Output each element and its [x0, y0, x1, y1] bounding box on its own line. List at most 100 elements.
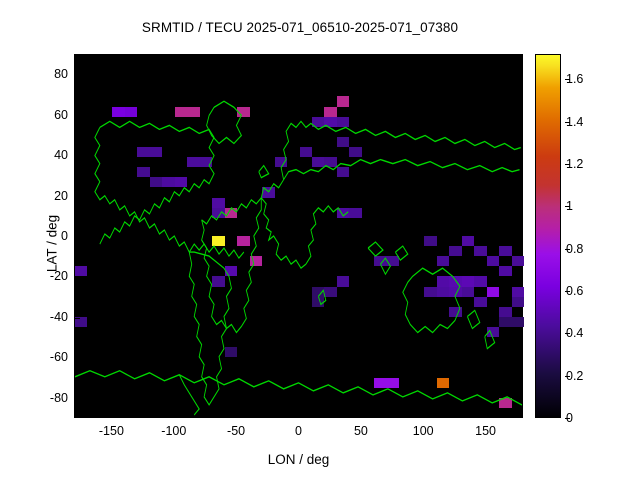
- heatmap-plot-area: [74, 54, 524, 418]
- heatmap-cell: [349, 207, 362, 218]
- heatmap-cell: [149, 147, 163, 158]
- heatmap-cell: [162, 177, 175, 188]
- heatmap-cell: [274, 157, 288, 168]
- y-tick-label: 40: [54, 148, 68, 163]
- heatmap-cells-layer: [75, 55, 524, 417]
- y-tick-mark: [75, 156, 80, 158]
- coastline-layer: [75, 100, 522, 416]
- heatmap-cell: [187, 106, 200, 117]
- heatmap-cell: [311, 116, 325, 127]
- y-tick-label: 80: [54, 67, 68, 82]
- heatmap-cell: [499, 246, 512, 257]
- heatmap-cell: [149, 177, 163, 188]
- heatmap-cell: [336, 276, 350, 287]
- heatmap-cell: [324, 116, 337, 127]
- heatmap-cell: [237, 235, 250, 247]
- colorbar-tick-mark: [565, 121, 570, 123]
- heatmap-cell: [75, 266, 88, 277]
- heatmap-cell: [212, 235, 225, 247]
- y-tick-label: -40: [49, 309, 68, 324]
- heatmap-cell: [124, 106, 138, 117]
- heatmap-cell: [461, 286, 475, 297]
- heatmap-cell: [299, 147, 312, 158]
- x-tick-label: -50: [227, 424, 246, 438]
- heatmap-cell: [324, 106, 337, 117]
- heatmap-cell: [449, 306, 462, 317]
- y-tick-mark: [75, 237, 80, 238]
- heatmap-cell: [511, 256, 524, 267]
- heatmap-cell: [349, 147, 362, 158]
- heatmap-cell: [187, 157, 200, 168]
- x-tick-label: 50: [353, 424, 368, 438]
- heatmap-cell: [424, 286, 437, 297]
- heatmap-cell: [137, 167, 150, 178]
- heatmap-cell: [499, 397, 512, 408]
- heatmap-cell: [436, 377, 450, 388]
- colorbar-tick-label: 1.2: [566, 157, 584, 171]
- heatmap-cell: [324, 157, 337, 168]
- y-tick-label: -60: [49, 350, 68, 365]
- y-tick-mark: [75, 115, 80, 117]
- y-tick-label: 0: [61, 229, 68, 243]
- heatmap-cell: [449, 276, 462, 287]
- heatmap-cell: [461, 235, 475, 247]
- heatmap-cell: [386, 377, 400, 388]
- heatmap-cell: [311, 157, 325, 168]
- heatmap-cell: [436, 286, 450, 297]
- heatmap-cell: [212, 197, 225, 208]
- x-tick-label: -100: [161, 424, 187, 438]
- heatmap-cell: [449, 246, 462, 257]
- y-axis-tick-labels: 80 60 40 20 0 -20 -40 -60 -80: [28, 54, 68, 418]
- heatmap-cell: [174, 177, 188, 188]
- heatmap-cell: [511, 286, 524, 297]
- heatmap-cell: [224, 207, 238, 218]
- heatmap-cell: [112, 106, 125, 117]
- heatmap-cell: [499, 266, 512, 277]
- colorbar-tick-mark: [565, 206, 570, 208]
- heatmap-cell: [237, 106, 250, 117]
- heatmap-cell: [174, 106, 188, 117]
- heatmap-cell: [199, 157, 213, 168]
- heatmap-cell: [474, 296, 487, 307]
- heatmap-cell: [311, 286, 325, 297]
- heatmap-cell: [499, 306, 512, 317]
- y-tick-mark: [75, 317, 80, 319]
- colorbar-tick-mark: [565, 248, 570, 250]
- heatmap-cell: [424, 235, 437, 247]
- y-tick-mark: [75, 277, 80, 279]
- colorbar-gradient: [535, 54, 561, 418]
- y-tick-mark: [75, 398, 80, 400]
- heatmap-cell: [224, 347, 238, 358]
- heatmap-cell: [449, 286, 462, 297]
- heatmap-cell: [262, 187, 275, 198]
- colorbar-tick-label: 0.2: [566, 368, 584, 383]
- heatmap-cell: [436, 256, 450, 267]
- heatmap-cell: [486, 256, 500, 267]
- heatmap-cell: [474, 276, 487, 287]
- heatmap-cell: [486, 286, 500, 297]
- colorbar-tick-mark: [565, 418, 570, 419]
- heatmap-cell: [386, 256, 400, 267]
- colorbar-tick-label: 0.4: [566, 326, 584, 341]
- colorbar-tick-label: 1.6: [566, 72, 584, 87]
- colorbar-tick-mark: [565, 79, 570, 81]
- y-tick-label: -80: [49, 390, 68, 405]
- heatmap-cell: [374, 256, 387, 267]
- heatmap-cell: [486, 326, 500, 338]
- y-axis-title: LAT / deg: [44, 214, 60, 273]
- colorbar-tick-mark: [565, 164, 570, 165]
- colorbar-tick-label: 0.6: [566, 284, 584, 298]
- x-axis-title: LON / deg: [267, 452, 330, 467]
- x-tick-label: 150: [475, 424, 497, 438]
- heatmap-cell: [324, 286, 337, 297]
- heatmap-cell: [499, 316, 512, 327]
- heatmap-cell: [75, 316, 88, 327]
- x-tick-label: 0: [295, 424, 302, 438]
- heatmap-cell: [436, 276, 450, 287]
- heatmap-cell: [212, 207, 225, 218]
- y-tick-label: 60: [54, 107, 68, 122]
- heatmap-cell: [336, 207, 350, 218]
- colorbar-tick-label: 1.4: [566, 114, 584, 129]
- heatmap-cell: [474, 246, 487, 257]
- y-tick-mark: [75, 358, 80, 360]
